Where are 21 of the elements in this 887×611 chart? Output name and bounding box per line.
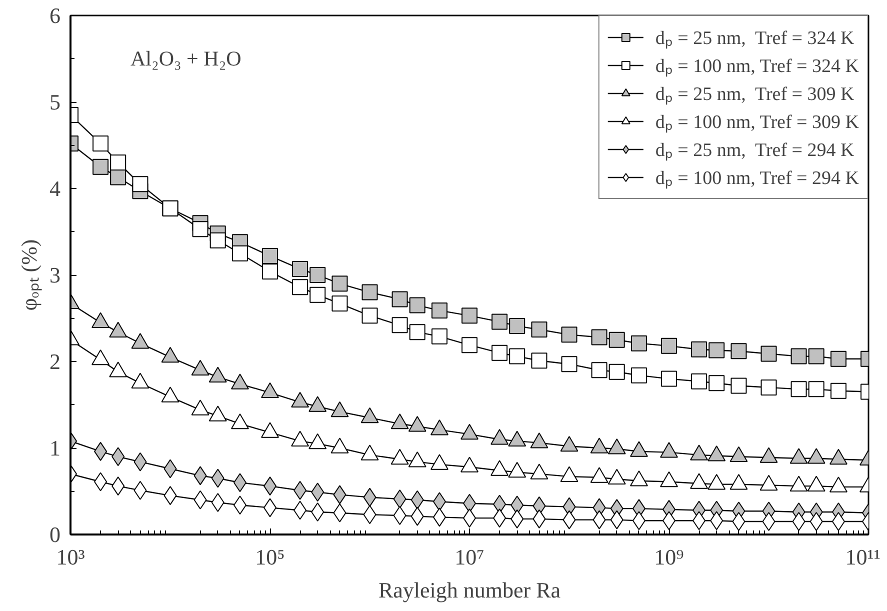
y-tick-label: 2 — [50, 349, 60, 374]
y-tick-label: 0 — [50, 522, 60, 547]
legend-label: dₚ = 100 nm, Tref = 324 K — [655, 55, 859, 78]
legend-label: dₚ = 100 nm, Tref = 294 K — [655, 167, 859, 190]
x-axis-title: Rayleigh number Ra — [378, 578, 561, 602]
y-tick-label: 3 — [50, 262, 60, 288]
x-tick-label: 10⁵ — [255, 544, 285, 570]
x-tick-label: 10³ — [56, 544, 86, 570]
legend-label: dₚ = 100 nm, Tref = 309 K — [655, 111, 859, 134]
x-tick-label: 10⁹ — [654, 544, 684, 570]
y-axis-title: φₒₚₜ (%) — [16, 239, 42, 311]
x-tick-label: 10¹¹ — [845, 544, 881, 570]
legend-label: dₚ = 25 nm, Tref = 324 K — [655, 27, 854, 50]
legend-label: dₚ = 25 nm, Tref = 309 K — [655, 83, 854, 106]
y-tick-label: 4 — [50, 176, 60, 201]
y-tick-label: 1 — [50, 436, 60, 460]
legend-label: dₚ = 25 nm, Tref = 294 K — [655, 139, 854, 162]
y-tick-label: 5 — [50, 90, 60, 114]
annotation: Al₂O₃ + H₂O — [130, 46, 242, 70]
y-tick-label: 6 — [50, 3, 60, 28]
x-tick-label: 10⁷ — [454, 544, 484, 570]
